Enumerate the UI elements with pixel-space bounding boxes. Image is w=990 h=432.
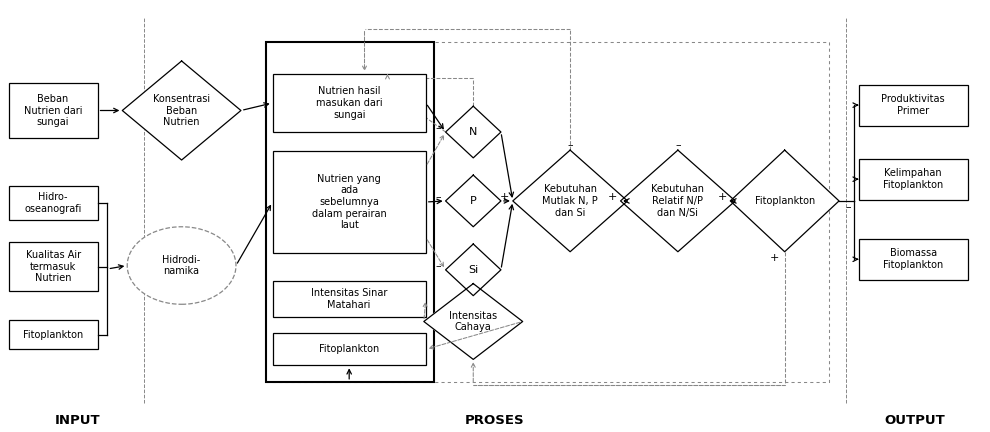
FancyBboxPatch shape	[9, 186, 98, 220]
Text: +: +	[770, 253, 779, 263]
Polygon shape	[123, 61, 241, 160]
Text: Kebutuhan
Relatif N/P
dan N/Si: Kebutuhan Relatif N/P dan N/Si	[651, 184, 705, 218]
Polygon shape	[731, 150, 840, 252]
FancyBboxPatch shape	[9, 242, 98, 291]
Text: P: P	[470, 196, 476, 206]
Text: –: –	[435, 124, 441, 133]
FancyBboxPatch shape	[265, 41, 434, 382]
FancyBboxPatch shape	[272, 151, 426, 253]
Text: Fitoplankton: Fitoplankton	[23, 330, 83, 340]
Polygon shape	[424, 283, 523, 359]
Text: –: –	[435, 261, 441, 271]
Text: Produktivitas
Primer: Produktivitas Primer	[881, 94, 945, 116]
Text: –: –	[845, 202, 850, 213]
Text: Fitoplankton: Fitoplankton	[319, 344, 379, 354]
Text: Biomassa
Fitoplankton: Biomassa Fitoplankton	[883, 248, 943, 270]
FancyBboxPatch shape	[272, 281, 426, 317]
Text: Kualitas Air
termasuk
Nutrien: Kualitas Air termasuk Nutrien	[26, 250, 80, 283]
Text: –: –	[435, 193, 441, 203]
Text: +: +	[500, 192, 510, 202]
FancyBboxPatch shape	[858, 159, 967, 200]
Text: Intensitas
Cahaya: Intensitas Cahaya	[449, 311, 497, 332]
Text: Si: Si	[468, 265, 478, 275]
Polygon shape	[446, 106, 501, 158]
FancyBboxPatch shape	[9, 320, 98, 349]
Text: Kebutuhan
Mutlak N, P
dan Si: Kebutuhan Mutlak N, P dan Si	[543, 184, 598, 218]
Text: Nutrien yang
ada
sebelumnya
dalam perairan
laut: Nutrien yang ada sebelumnya dalam perair…	[312, 174, 386, 230]
FancyBboxPatch shape	[272, 74, 426, 132]
Text: Intensitas Sinar
Matahari: Intensitas Sinar Matahari	[311, 288, 387, 310]
Text: Fitoplankton: Fitoplankton	[754, 196, 815, 206]
FancyBboxPatch shape	[858, 239, 967, 280]
Text: Konsentrasi
Beban
Nutrien: Konsentrasi Beban Nutrien	[153, 94, 210, 127]
Text: N: N	[469, 127, 477, 137]
Polygon shape	[621, 150, 736, 252]
Text: INPUT: INPUT	[55, 414, 101, 427]
Text: Hidrodi-
namika: Hidrodi- namika	[162, 255, 201, 276]
Text: +: +	[608, 192, 618, 202]
Text: –: –	[675, 140, 681, 150]
Ellipse shape	[128, 227, 236, 304]
Text: –: –	[567, 140, 573, 150]
Polygon shape	[446, 175, 501, 227]
Text: Hidro-
oseanografi: Hidro- oseanografi	[25, 192, 82, 214]
Text: +: +	[718, 192, 727, 202]
Text: Nutrien hasil
masukan dari
sungai: Nutrien hasil masukan dari sungai	[316, 86, 382, 120]
FancyBboxPatch shape	[9, 83, 98, 139]
Polygon shape	[446, 244, 501, 295]
FancyBboxPatch shape	[272, 333, 426, 365]
Text: OUTPUT: OUTPUT	[885, 414, 945, 427]
FancyBboxPatch shape	[858, 85, 967, 126]
Text: Kelimpahan
Fitoplankton: Kelimpahan Fitoplankton	[883, 168, 943, 190]
Polygon shape	[513, 150, 628, 252]
Text: PROSES: PROSES	[465, 414, 525, 427]
Text: Beban
Nutrien dari
sungai: Beban Nutrien dari sungai	[24, 94, 82, 127]
